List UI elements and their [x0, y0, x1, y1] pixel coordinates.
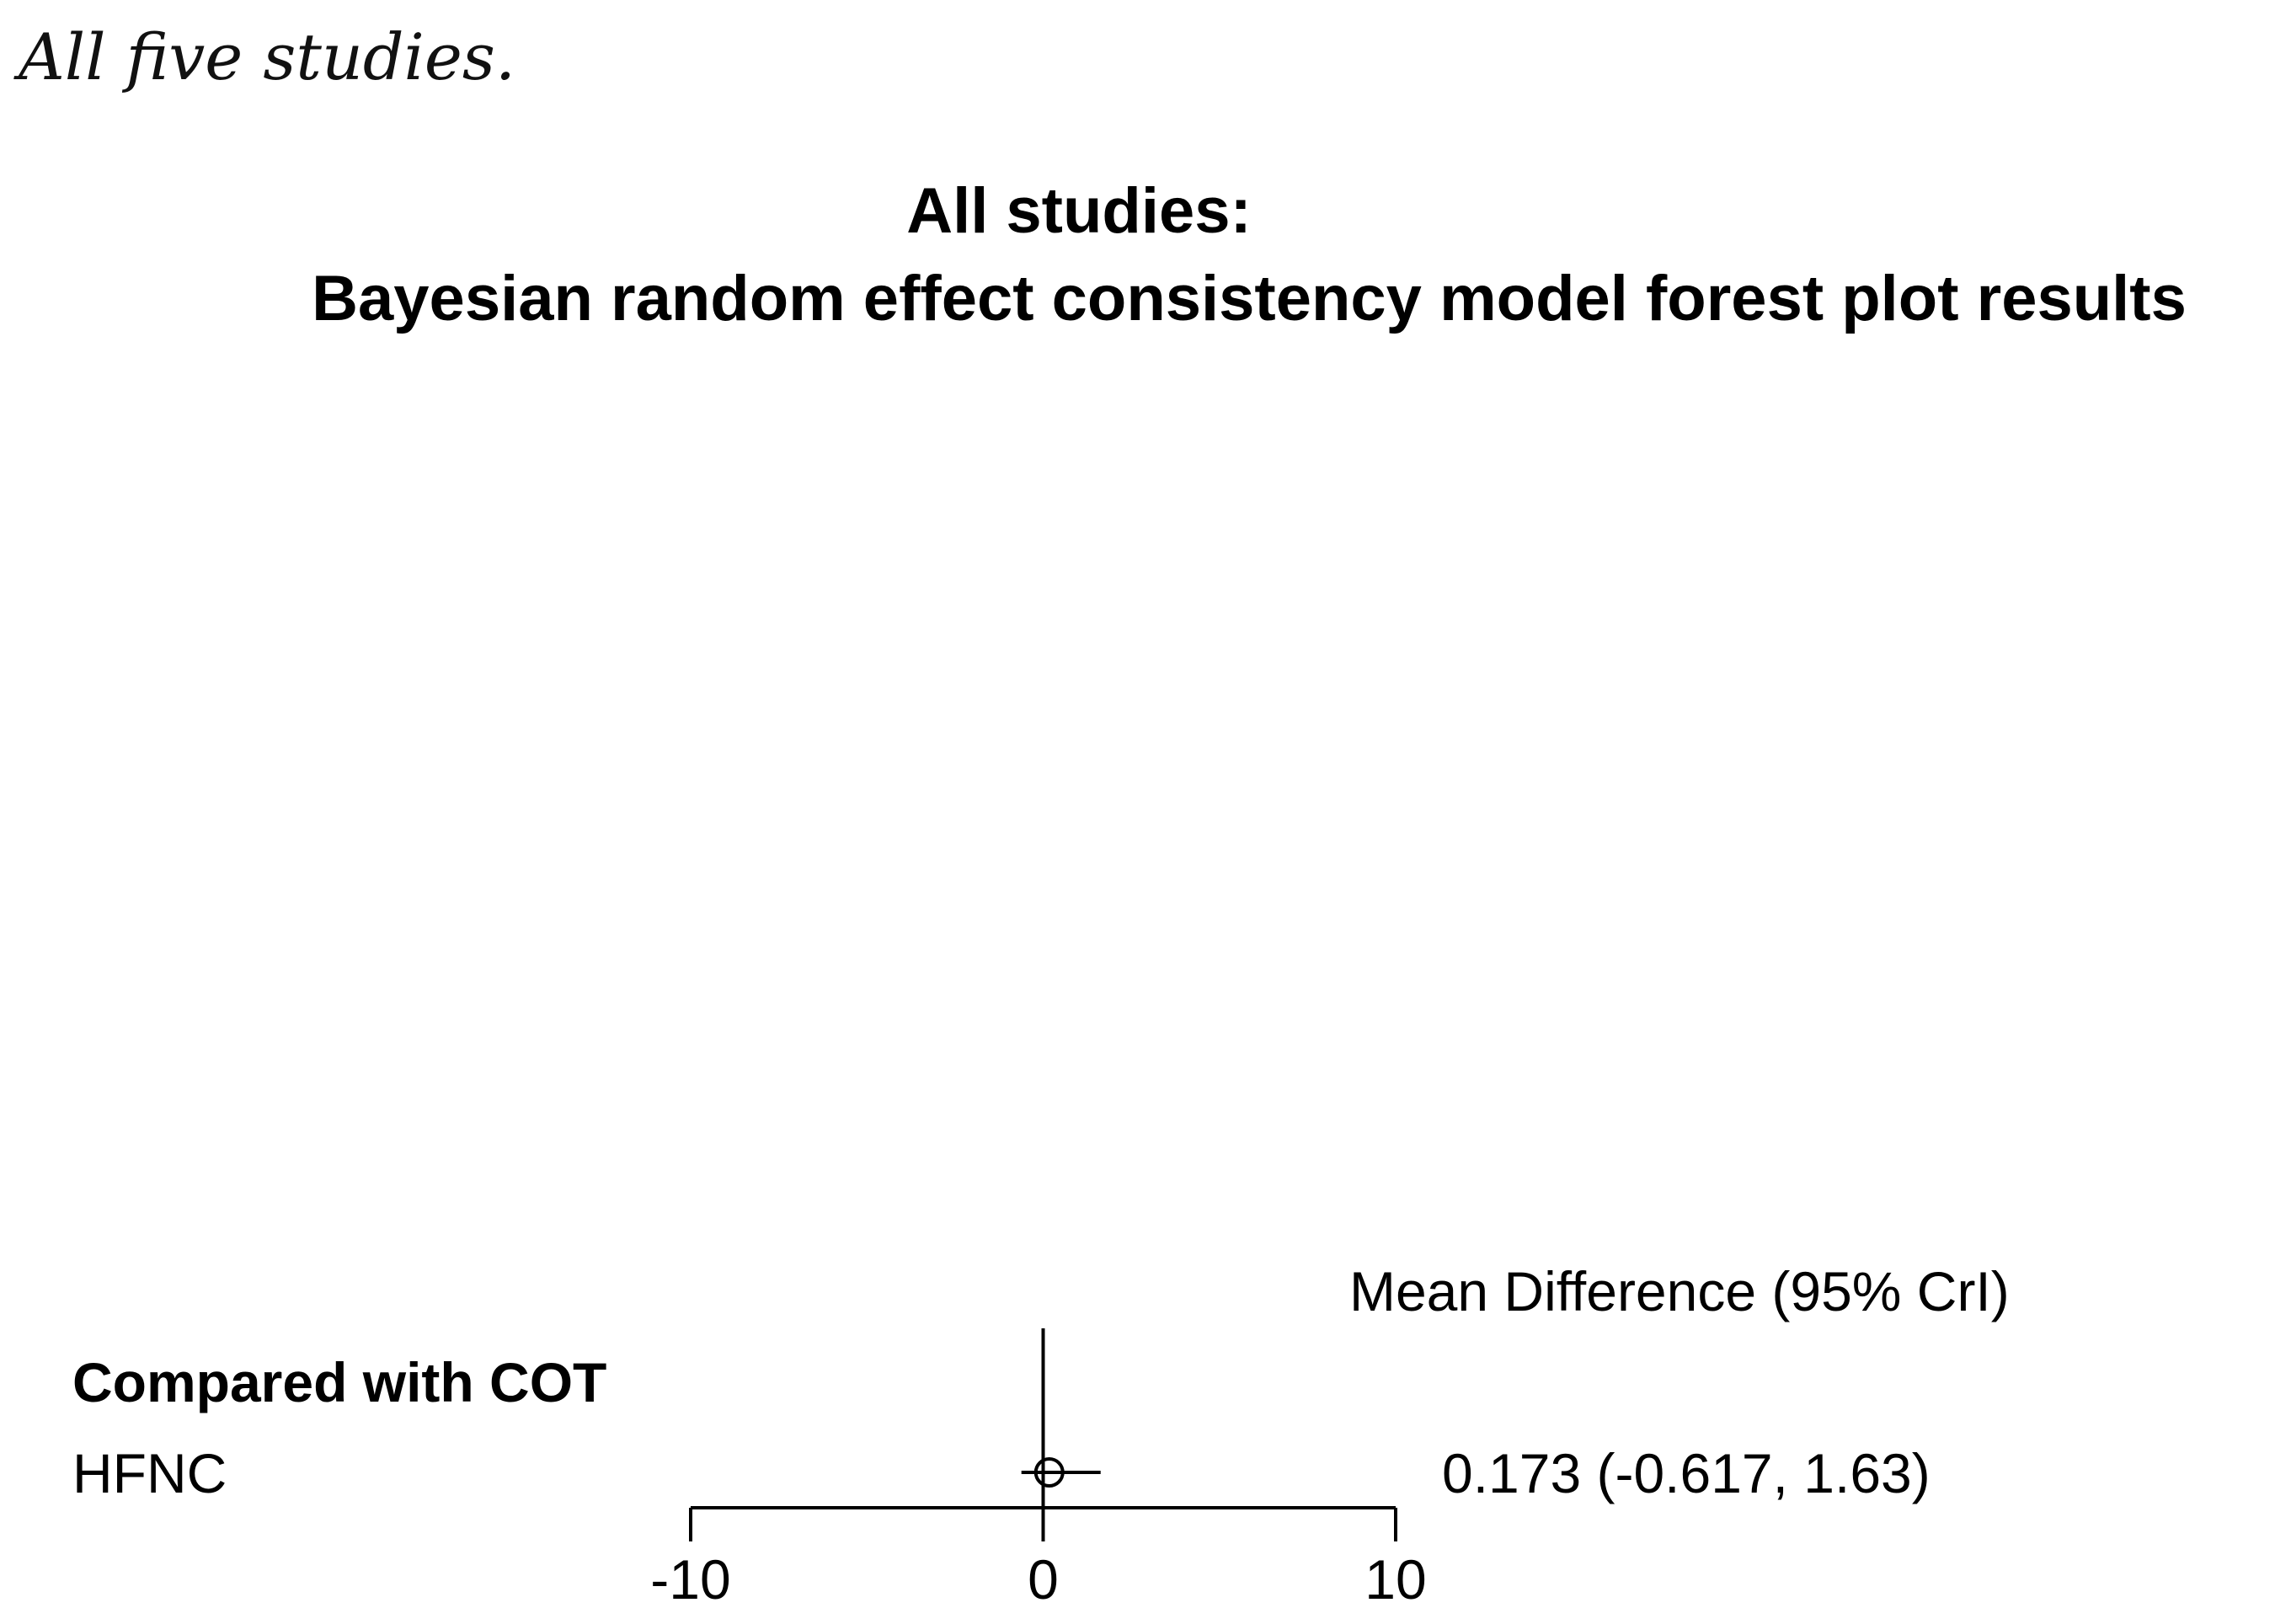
column-header: Mean Difference (95% CrI) — [1349, 1260, 2010, 1322]
figure-caption: All five studies. — [19, 19, 516, 94]
chart-title-line1: All studies: — [906, 175, 1252, 247]
x-tick-label: -10 — [650, 1548, 730, 1611]
group-label: Compared with COT — [72, 1351, 606, 1413]
row-summary: 0.173 (-0.617, 1.63) — [1442, 1442, 1931, 1504]
point-estimate — [1033, 1457, 1065, 1488]
row-label: HFNC — [72, 1442, 227, 1504]
x-tick-label: 10 — [1364, 1548, 1426, 1611]
chart-title-line2: Bayesian random effect consistency model… — [312, 263, 2187, 334]
x-tick-label: 0 — [1028, 1548, 1059, 1611]
